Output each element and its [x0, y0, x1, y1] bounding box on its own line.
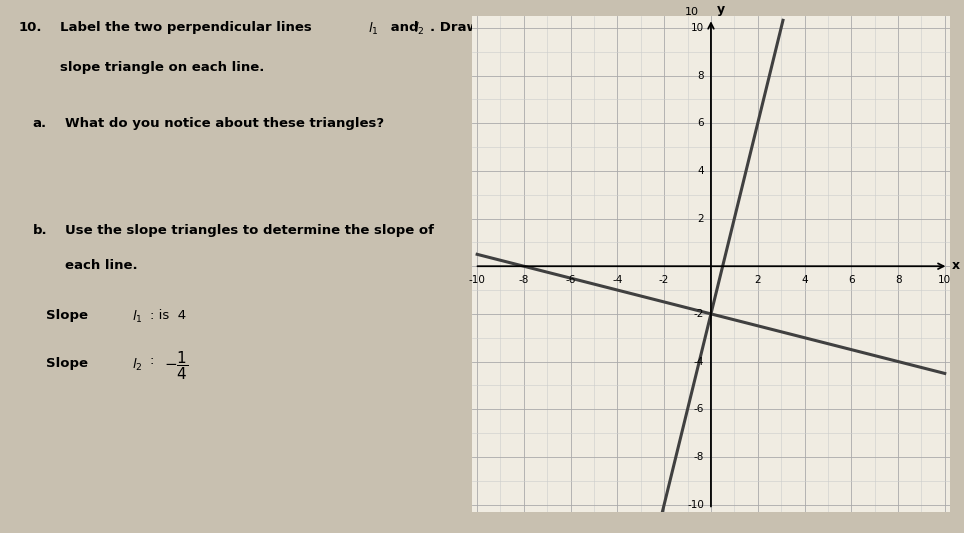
- Text: $l_2$: $l_2$: [415, 21, 425, 37]
- Text: slope triangle on each line.: slope triangle on each line.: [60, 61, 264, 74]
- Text: 4: 4: [801, 274, 808, 285]
- Text: each line.: each line.: [65, 259, 138, 271]
- Text: 8: 8: [697, 70, 704, 80]
- Text: -2: -2: [693, 309, 704, 319]
- Text: Slope: Slope: [46, 357, 93, 370]
- Text: 2: 2: [755, 274, 761, 285]
- Text: and: and: [387, 21, 423, 34]
- Text: -10: -10: [469, 274, 486, 285]
- Text: -8: -8: [693, 452, 704, 462]
- Text: 10: 10: [691, 23, 704, 33]
- Text: x: x: [951, 259, 960, 271]
- Text: y: y: [717, 3, 725, 16]
- Text: What do you notice about these triangles?: What do you notice about these triangles…: [65, 117, 384, 130]
- Text: -6: -6: [693, 404, 704, 414]
- Text: -10: -10: [687, 499, 704, 510]
- Text: . Draw one: . Draw one: [430, 21, 511, 34]
- Text: : is  4: : is 4: [150, 309, 186, 322]
- Text: -4: -4: [612, 274, 623, 285]
- Text: b.: b.: [33, 224, 47, 237]
- Text: -8: -8: [519, 274, 529, 285]
- Text: :: :: [150, 354, 159, 367]
- Text: -2: -2: [659, 274, 669, 285]
- Text: 10: 10: [685, 7, 699, 17]
- Text: 8: 8: [895, 274, 901, 285]
- Text: 2: 2: [697, 214, 704, 223]
- Text: -4: -4: [693, 357, 704, 367]
- Text: Slope: Slope: [46, 309, 93, 322]
- Text: $-\dfrac{1}{4}$: $-\dfrac{1}{4}$: [164, 349, 189, 382]
- Text: 10: 10: [938, 274, 951, 285]
- Text: -6: -6: [566, 274, 576, 285]
- Text: 10.: 10.: [18, 21, 42, 34]
- Text: $l_2$: $l_2$: [132, 357, 143, 373]
- Text: a.: a.: [33, 117, 46, 130]
- Text: 6: 6: [848, 274, 855, 285]
- Text: $l_1$: $l_1$: [132, 309, 143, 325]
- Text: 4: 4: [697, 166, 704, 176]
- Text: 6: 6: [697, 118, 704, 128]
- Text: Use the slope triangles to determine the slope of: Use the slope triangles to determine the…: [65, 224, 434, 237]
- Text: $l_1$: $l_1$: [368, 21, 379, 37]
- Text: Label the two perpendicular lines: Label the two perpendicular lines: [60, 21, 316, 34]
